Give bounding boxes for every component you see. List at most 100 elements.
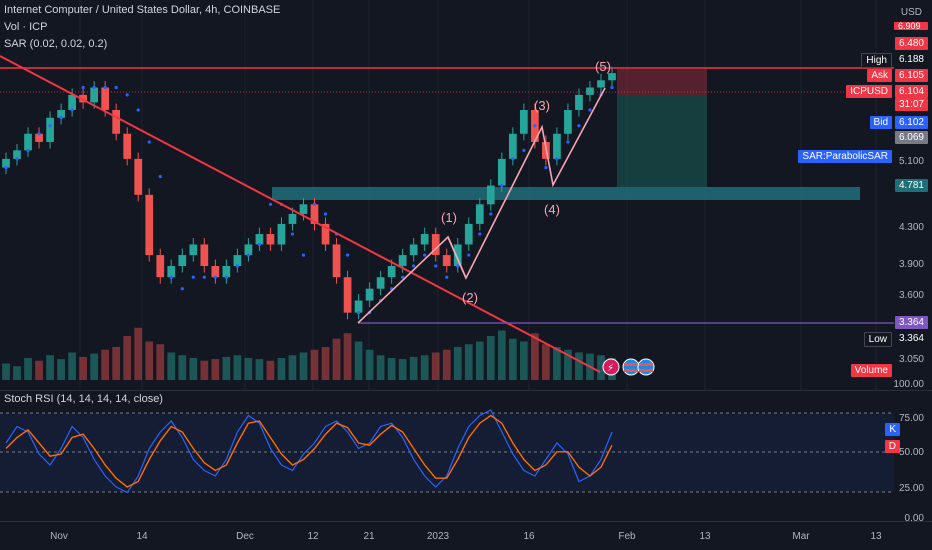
us-event-icon[interactable] xyxy=(622,358,640,376)
sar-dot xyxy=(213,275,217,279)
candle-body[interactable] xyxy=(409,244,418,256)
candle-body[interactable] xyxy=(101,87,110,111)
candle-body[interactable] xyxy=(365,288,374,301)
descending-trendline[interactable] xyxy=(0,55,601,373)
stoch-rsi-pane[interactable] xyxy=(0,391,932,521)
price-pane[interactable]: ⚡ xyxy=(0,0,932,390)
dividend-icon[interactable] xyxy=(602,358,620,376)
time-label-dec: Dec xyxy=(236,531,254,542)
candle-body[interactable] xyxy=(453,244,462,267)
candle-body[interactable] xyxy=(310,204,319,224)
candle-body[interactable] xyxy=(343,277,352,313)
candle-body[interactable] xyxy=(178,255,187,267)
candle-body[interactable] xyxy=(167,266,176,278)
candle-body[interactable] xyxy=(156,255,165,278)
candle-body[interactable] xyxy=(123,133,132,159)
candle-body[interactable] xyxy=(189,244,198,256)
volume-bar xyxy=(244,358,253,380)
candle-body[interactable] xyxy=(332,244,341,278)
rsi-d-tag: D xyxy=(884,440,900,453)
candle-body[interactable] xyxy=(233,255,242,267)
candle-body[interactable] xyxy=(420,234,429,245)
volume-bar xyxy=(542,344,550,380)
us-event-icon-2[interactable] xyxy=(637,358,655,376)
rsi-indicator-label[interactable]: Stoch RSI (14, 14, 14, 14, close) xyxy=(4,393,163,405)
candle-body[interactable] xyxy=(597,80,605,88)
candle-body[interactable] xyxy=(2,158,10,168)
candle-body[interactable] xyxy=(277,223,286,245)
volume-bar xyxy=(442,349,451,380)
elliott-wave-line[interactable] xyxy=(357,87,606,324)
currency-label[interactable]: USD xyxy=(900,7,922,18)
candle-body[interactable] xyxy=(112,110,121,134)
candle-body[interactable] xyxy=(222,266,231,278)
candle-body[interactable] xyxy=(200,244,209,267)
candle-body[interactable] xyxy=(354,300,363,313)
candle-body[interactable] xyxy=(431,234,440,256)
volume-bar xyxy=(46,355,54,380)
volume-bar xyxy=(519,341,528,380)
stop-loss-box[interactable] xyxy=(617,69,707,95)
volume-bar xyxy=(68,352,76,380)
candle-body[interactable] xyxy=(46,117,54,142)
take-profit-box[interactable] xyxy=(617,95,707,187)
candle-body[interactable] xyxy=(266,234,275,245)
candle-body[interactable] xyxy=(442,255,451,267)
candle-body[interactable] xyxy=(299,204,308,214)
candle-body[interactable] xyxy=(497,158,506,186)
wave-label-4[interactable]: (4) xyxy=(544,202,560,217)
pane-separator[interactable] xyxy=(0,390,932,391)
candle-body[interactable] xyxy=(68,94,76,111)
candle-body[interactable] xyxy=(519,110,528,134)
candle-body[interactable] xyxy=(13,150,21,159)
candle-body[interactable] xyxy=(376,277,385,289)
sar-dot xyxy=(4,165,8,170)
candle-body[interactable] xyxy=(564,110,572,134)
candle-body[interactable] xyxy=(321,223,330,245)
candle-body[interactable] xyxy=(553,133,561,159)
wave-label-5[interactable]: (5) xyxy=(595,59,611,74)
wave-label-1[interactable]: (1) xyxy=(441,210,457,225)
symbol-title[interactable]: Internet Computer / United States Dollar… xyxy=(4,4,281,16)
candle-body[interactable] xyxy=(145,194,154,256)
candle-body[interactable] xyxy=(586,87,594,95)
sar-dot xyxy=(147,140,151,144)
volume-indicator-label[interactable]: Vol · ICP xyxy=(4,21,48,33)
candle-body[interactable] xyxy=(90,87,99,103)
candle-body[interactable] xyxy=(134,158,143,195)
volume-bar xyxy=(453,347,462,380)
candle-body[interactable] xyxy=(57,110,65,118)
sar-dot xyxy=(268,202,273,206)
candle-body[interactable] xyxy=(575,94,583,111)
volume-bar xyxy=(156,344,165,380)
candle-body[interactable] xyxy=(387,266,396,278)
wave-label-3[interactable]: (3) xyxy=(534,98,550,113)
support-zone[interactable] xyxy=(272,187,860,200)
price-tick-5100: 5.100 xyxy=(898,156,924,167)
candle-body[interactable] xyxy=(464,223,473,245)
price-tick-4300: 4.300 xyxy=(898,222,924,233)
candle-body[interactable] xyxy=(79,94,87,103)
sar-dot xyxy=(511,157,515,161)
candle-body[interactable] xyxy=(508,133,517,159)
volume-tag: Volume xyxy=(850,364,892,377)
candle-body[interactable] xyxy=(35,133,43,142)
candle-body[interactable] xyxy=(24,133,32,151)
candle-body[interactable] xyxy=(255,234,264,245)
volume-bar xyxy=(277,358,286,380)
rsi-d-line[interactable] xyxy=(5,414,613,488)
candle-body[interactable] xyxy=(486,185,495,205)
low-label: Low xyxy=(863,332,892,347)
candle-body[interactable] xyxy=(211,266,220,278)
candle-body[interactable] xyxy=(288,213,297,224)
candle-body[interactable] xyxy=(475,204,484,224)
candle-body[interactable] xyxy=(244,244,253,256)
sar-dot xyxy=(290,232,295,236)
candle-body[interactable] xyxy=(608,73,616,81)
sar-indicator-label[interactable]: SAR (0.02, 0.02, 0.2) xyxy=(4,38,108,50)
candle-body[interactable] xyxy=(398,255,407,267)
wave-label-2[interactable]: (2) xyxy=(462,290,478,305)
sar-dot xyxy=(15,157,19,161)
rsi-k-line[interactable] xyxy=(5,409,613,494)
